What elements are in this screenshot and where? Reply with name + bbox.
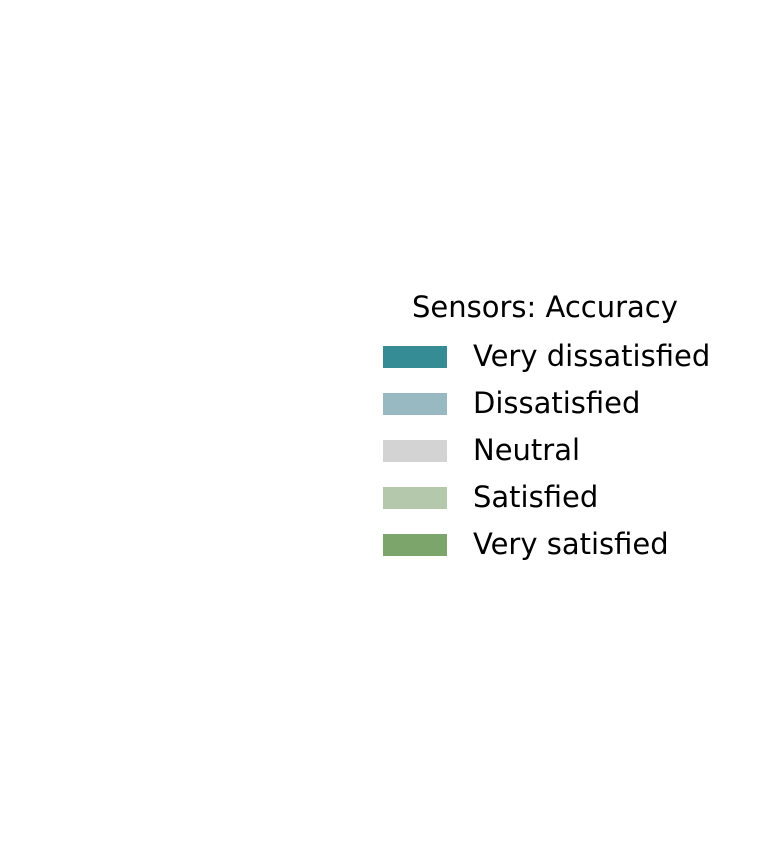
legend-item: Dissatisfied xyxy=(383,386,763,420)
legend-title: Sensors: Accuracy xyxy=(412,290,678,324)
legend-label: Dissatisfied xyxy=(473,386,641,420)
legend-item: Very dissatisfied xyxy=(383,339,763,373)
legend-label: Neutral xyxy=(473,433,581,467)
legend-swatch xyxy=(383,534,447,556)
legend-label: Very satisfied xyxy=(473,527,669,561)
legend-swatch xyxy=(383,440,447,462)
legend-swatch xyxy=(383,393,447,415)
legend-swatch xyxy=(383,487,447,509)
legend-item: Very satisfied xyxy=(383,527,763,561)
legend-item: Satisfied xyxy=(383,480,763,514)
legend-label: Very dissatisfied xyxy=(473,339,711,373)
legend-item: Neutral xyxy=(383,433,763,467)
legend-label: Satisfied xyxy=(473,480,599,514)
legend-swatch xyxy=(383,346,447,368)
